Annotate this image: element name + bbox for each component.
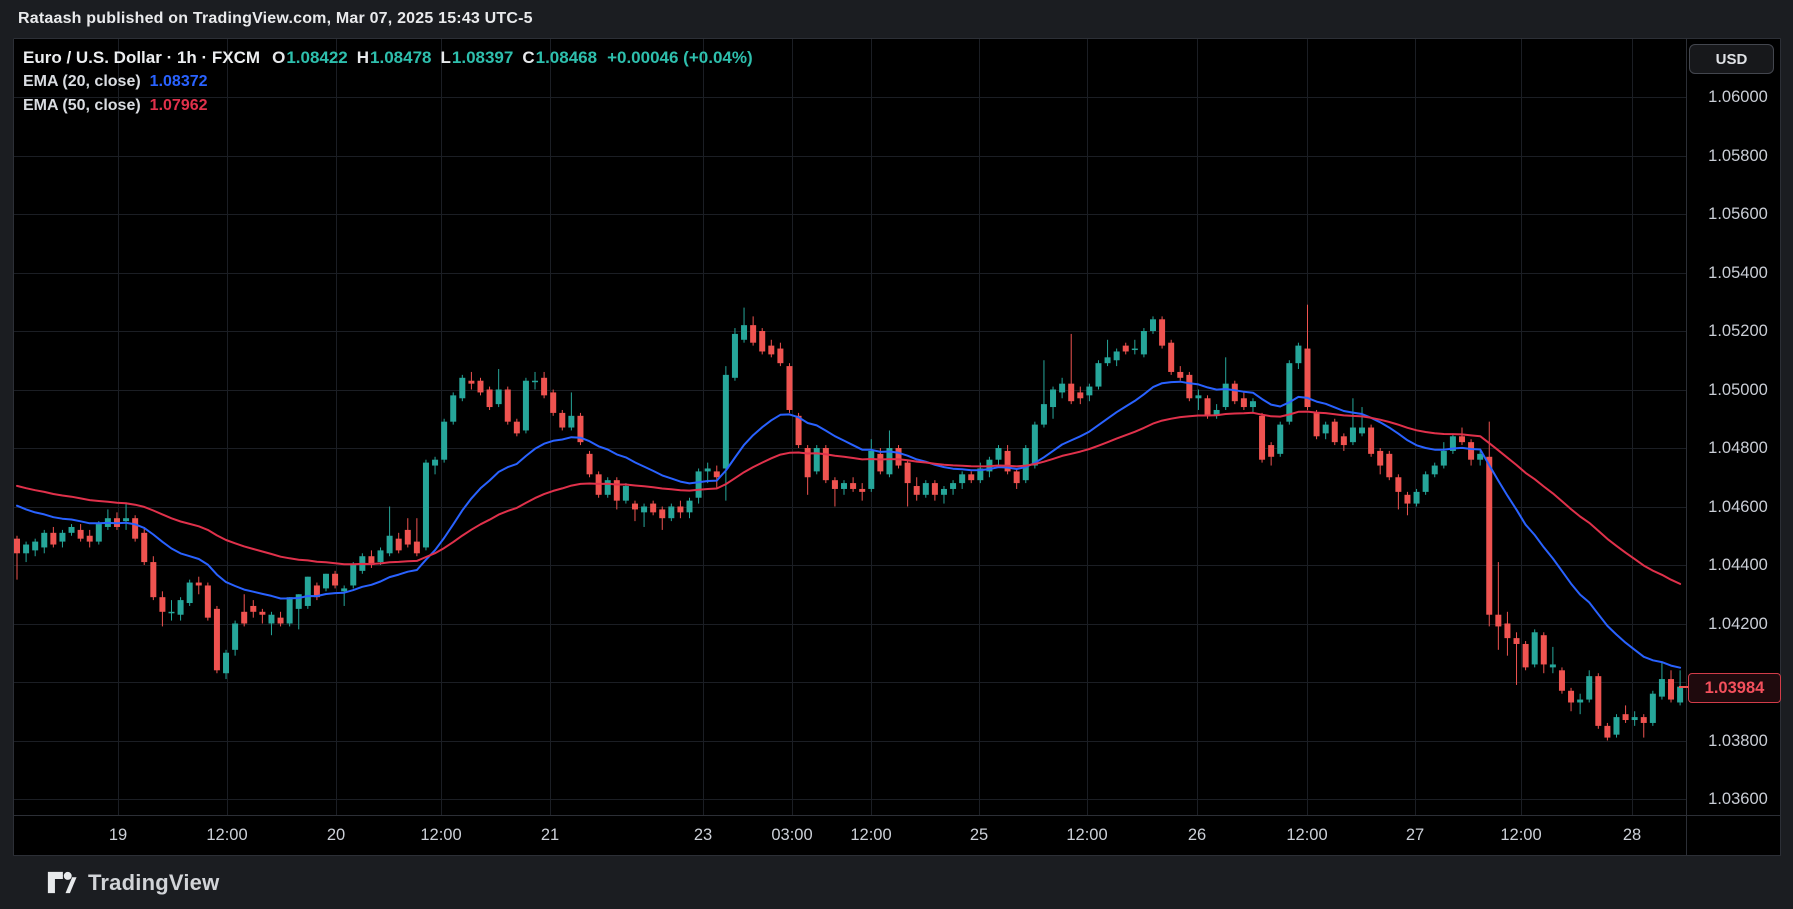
- chart-legend: Euro / U.S. Dollar · 1h · FXCM O1.08422 …: [23, 46, 753, 118]
- price-tick-label: 1.06000: [1708, 88, 1768, 106]
- price-tick-label: 1.05000: [1708, 380, 1768, 399]
- time-tick-label: 20: [326, 826, 346, 844]
- price-tick-label: 1.04200: [1708, 614, 1768, 633]
- price-tick-label: 1.05800: [1708, 146, 1768, 165]
- indicator-row-ema50: EMA (50, close) 1.07962: [23, 94, 753, 118]
- currency-button-label: USD: [1715, 50, 1748, 68]
- time-tick-label: 12:00: [1286, 826, 1328, 844]
- price-tick-label: 1.05200: [1708, 322, 1768, 340]
- time-tick-label: 19: [108, 826, 128, 844]
- ema50-value: 1.07962: [149, 97, 208, 114]
- chart-frame-background: [13, 38, 1780, 855]
- gridlines: [13, 38, 1686, 815]
- indicator-row-ema20: EMA (20, close) 1.08372: [23, 70, 753, 94]
- candles-layer: [14, 304, 1684, 741]
- attribution-text: Rataash published on TradingView.com, Ma…: [18, 10, 533, 27]
- low-value: L1.08397: [440, 48, 514, 67]
- ema20-value: 1.08372: [149, 73, 208, 90]
- time-tick-label: 28: [1622, 826, 1642, 844]
- high-value: H1.08478: [356, 48, 432, 67]
- ema50-label: EMA (50, close): [23, 97, 141, 114]
- time-tick-label: 27: [1405, 826, 1425, 844]
- tradingview-logo[interactable]: TradingView: [47, 870, 219, 896]
- currency-button[interactable]: USD: [1689, 44, 1774, 74]
- time-tick-label: 21: [540, 826, 560, 844]
- symbol-row: Euro / U.S. Dollar · 1h · FXCM O1.08422 …: [23, 46, 753, 70]
- last-price-tick: [1679, 686, 1688, 688]
- price-tick-label: 1.03600: [1708, 790, 1768, 808]
- ema20-label: EMA (20, close): [23, 73, 141, 90]
- tradingview-logo-text: TradingView: [88, 869, 220, 895]
- last-price-value: 1.03984: [1704, 678, 1765, 697]
- time-tick-label: 25: [969, 826, 989, 844]
- time-tick-label: 12:00: [850, 826, 892, 844]
- price-tick-label: 1.05600: [1708, 205, 1768, 223]
- time-tick-label: 12:00: [420, 826, 462, 844]
- footer-bar: TradingView: [0, 856, 1793, 909]
- ema-50-line: [16, 410, 1682, 585]
- time-tick-label: 12:00: [1500, 826, 1542, 844]
- price-tick-label: 1.04600: [1708, 497, 1768, 516]
- chart-frame-borders: [13, 38, 1781, 856]
- price-tick-label: 1.03800: [1708, 731, 1768, 750]
- ema-20-line: [16, 380, 1682, 669]
- time-tick-label: 12:00: [206, 826, 248, 844]
- time-tick-label: 03:00: [771, 826, 813, 844]
- price-tick-label: 1.05400: [1708, 263, 1768, 282]
- symbol-title: Euro / U.S. Dollar · 1h · FXCM: [23, 48, 261, 67]
- time-tick-label: 12:00: [1066, 826, 1108, 844]
- tradingview-logo-icon: [47, 871, 77, 894]
- last-price-badge: 1.03984: [1688, 673, 1781, 703]
- close-value: C1.08468: [522, 48, 598, 67]
- change-value: +0.00046 (+0.04%): [607, 48, 753, 67]
- time-tick-label: 26: [1187, 826, 1207, 844]
- open-value: O1.08422: [272, 48, 348, 67]
- attribution-bar: Rataash published on TradingView.com, Ma…: [0, 0, 1793, 38]
- price-tick-label: 1.04800: [1708, 439, 1768, 457]
- time-tick-label: 23: [693, 826, 713, 844]
- price-tick-label: 1.04400: [1708, 556, 1768, 574]
